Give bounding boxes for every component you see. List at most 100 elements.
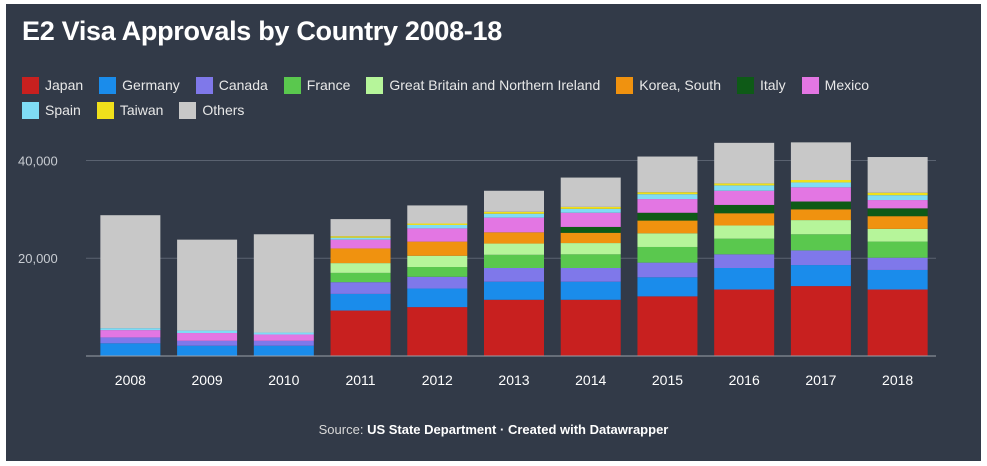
bar-stack-2009 — [177, 239, 238, 356]
bar-segment-mexico-2008 — [100, 330, 161, 338]
x-tick-label: 2010 — [268, 372, 299, 388]
bar-segment-korea-south-2018 — [867, 216, 928, 229]
bar-stack-2011 — [330, 219, 391, 356]
bar-segment-japan-2016 — [714, 289, 775, 356]
bar-segment-italy-2015 — [637, 212, 698, 221]
bar-stack-2008 — [100, 215, 161, 356]
bar-segment-others-2010 — [253, 234, 314, 333]
bar-segment-great-britain-and-northern-ireland-2016 — [714, 225, 775, 239]
bar-segment-canada-2016 — [714, 254, 775, 268]
bar-stack-2014 — [560, 177, 621, 356]
y-tick-label: 40,000 — [18, 153, 58, 168]
bar-segment-japan-2011 — [330, 310, 391, 356]
y-tick-label: 20,000 — [18, 251, 58, 266]
bar-segment-mexico-2010 — [253, 334, 314, 341]
legend-item-canada: Canada — [195, 76, 268, 94]
bar-segment-korea-south-2012 — [407, 241, 468, 256]
bar-segment-canada-2009 — [177, 340, 238, 346]
legend-item-great-britain-and-northern-ireland: Great Britain and Northern Ireland — [366, 76, 601, 94]
bar-segment-germany-2012 — [407, 288, 468, 308]
bar-segment-germany-2015 — [637, 277, 698, 297]
bar-segment-mexico-2014 — [560, 212, 621, 227]
bar-segment-spain-2010 — [253, 332, 314, 335]
bar-segment-canada-2015 — [637, 262, 698, 278]
legend-item-france: France — [283, 76, 350, 94]
bar-segment-germany-2017 — [790, 265, 851, 287]
bar-segment-france-2015 — [637, 246, 698, 263]
bar-segment-great-britain-and-northern-ireland-2018 — [867, 228, 928, 242]
legend-swatch — [616, 76, 634, 94]
bar-segment-taiwan-2016 — [714, 183, 775, 186]
x-tick-label: 2009 — [192, 372, 223, 388]
bar-segment-great-britain-and-northern-ireland-2013 — [484, 243, 544, 255]
x-tick-label: 2014 — [575, 372, 606, 388]
bar-segment-others-2017 — [790, 142, 851, 180]
source-separator: · — [500, 422, 505, 437]
bar-segment-great-britain-and-northern-ireland-2015 — [637, 233, 698, 247]
bar-segment-taiwan-2011 — [330, 236, 391, 238]
bar-segment-japan-2018 — [867, 289, 928, 356]
legend-label: Great Britain and Northern Ireland — [389, 77, 601, 93]
bar-segment-mexico-2013 — [484, 217, 544, 233]
bar-segment-italy-2017 — [790, 201, 851, 210]
bar-segment-mexico-2011 — [330, 239, 391, 249]
legend-item-mexico: Mexico — [801, 76, 870, 94]
bar-segment-others-2009 — [177, 239, 238, 331]
bar-segment-spain-2014 — [560, 208, 621, 213]
legend-label: Taiwan — [119, 102, 164, 118]
legend-item-italy: Italy — [736, 76, 786, 94]
bar-stack-2016 — [714, 142, 775, 356]
bar-segment-korea-south-2015 — [637, 220, 698, 234]
x-tick-label: 2018 — [882, 372, 913, 388]
legend-item-taiwan: Taiwan — [96, 101, 164, 119]
legend-label: Germany — [122, 77, 180, 93]
legend-label: Japan — [45, 77, 84, 93]
bar-segment-canada-2017 — [790, 250, 851, 266]
bar-segment-france-2016 — [714, 238, 775, 255]
bar-segment-canada-2012 — [407, 276, 468, 289]
bar-segment-canada-2014 — [560, 268, 621, 282]
bar-segment-mexico-2017 — [790, 187, 851, 202]
legend-swatch — [736, 76, 754, 94]
bar-segment-korea-south-2011 — [330, 248, 391, 264]
bar-stack-2015 — [637, 156, 698, 356]
bar-stack-2013 — [484, 190, 544, 356]
bar-segment-germany-2013 — [484, 281, 544, 300]
bar-segment-italy-2016 — [714, 204, 775, 214]
bar-segment-great-britain-and-northern-ireland-2012 — [407, 255, 468, 268]
x-tick-label: 2016 — [729, 372, 760, 388]
bar-segment-spain-2018 — [867, 195, 928, 201]
legend-label: Italy — [759, 77, 786, 93]
legend-label: Korea, South — [639, 77, 721, 93]
bar-segment-canada-2018 — [867, 257, 928, 270]
bar-segment-korea-south-2016 — [714, 213, 775, 226]
legend-swatch — [801, 76, 819, 94]
bar-segment-japan-2013 — [484, 299, 544, 356]
bar-segment-others-2013 — [484, 190, 544, 212]
bar-segment-italy-2018 — [867, 208, 928, 217]
legend-label: Others — [202, 102, 245, 118]
bar-segment-france-2011 — [330, 272, 391, 283]
bar-segment-spain-2008 — [100, 328, 161, 331]
bar-segment-germany-2014 — [560, 281, 621, 300]
legend-row: Spain Taiwan Others — [22, 99, 922, 121]
bar-segment-france-2014 — [560, 254, 621, 268]
bar-segment-korea-south-2017 — [790, 209, 851, 221]
bar-segment-italy-2014 — [560, 226, 621, 233]
bar-segment-japan-2017 — [790, 286, 851, 356]
bar-segment-spain-2016 — [714, 185, 775, 191]
bar-segment-france-2013 — [484, 254, 544, 268]
bar-segment-germany-2011 — [330, 293, 391, 311]
bar-segment-japan-2014 — [560, 299, 621, 356]
bar-segment-others-2015 — [637, 156, 698, 193]
bar-segment-taiwan-2017 — [790, 180, 851, 183]
source-credit: Created with Datawrapper — [507, 422, 669, 437]
bar-segment-mexico-2016 — [714, 190, 775, 205]
bar-segment-mexico-2012 — [407, 228, 468, 242]
legend-item-others: Others — [179, 101, 245, 119]
bar-segment-others-2018 — [867, 157, 928, 193]
legend-item-spain: Spain — [22, 101, 81, 119]
bar-segment-canada-2008 — [100, 337, 161, 344]
legend-swatch — [179, 101, 197, 119]
legend-label: Mexico — [824, 77, 870, 93]
